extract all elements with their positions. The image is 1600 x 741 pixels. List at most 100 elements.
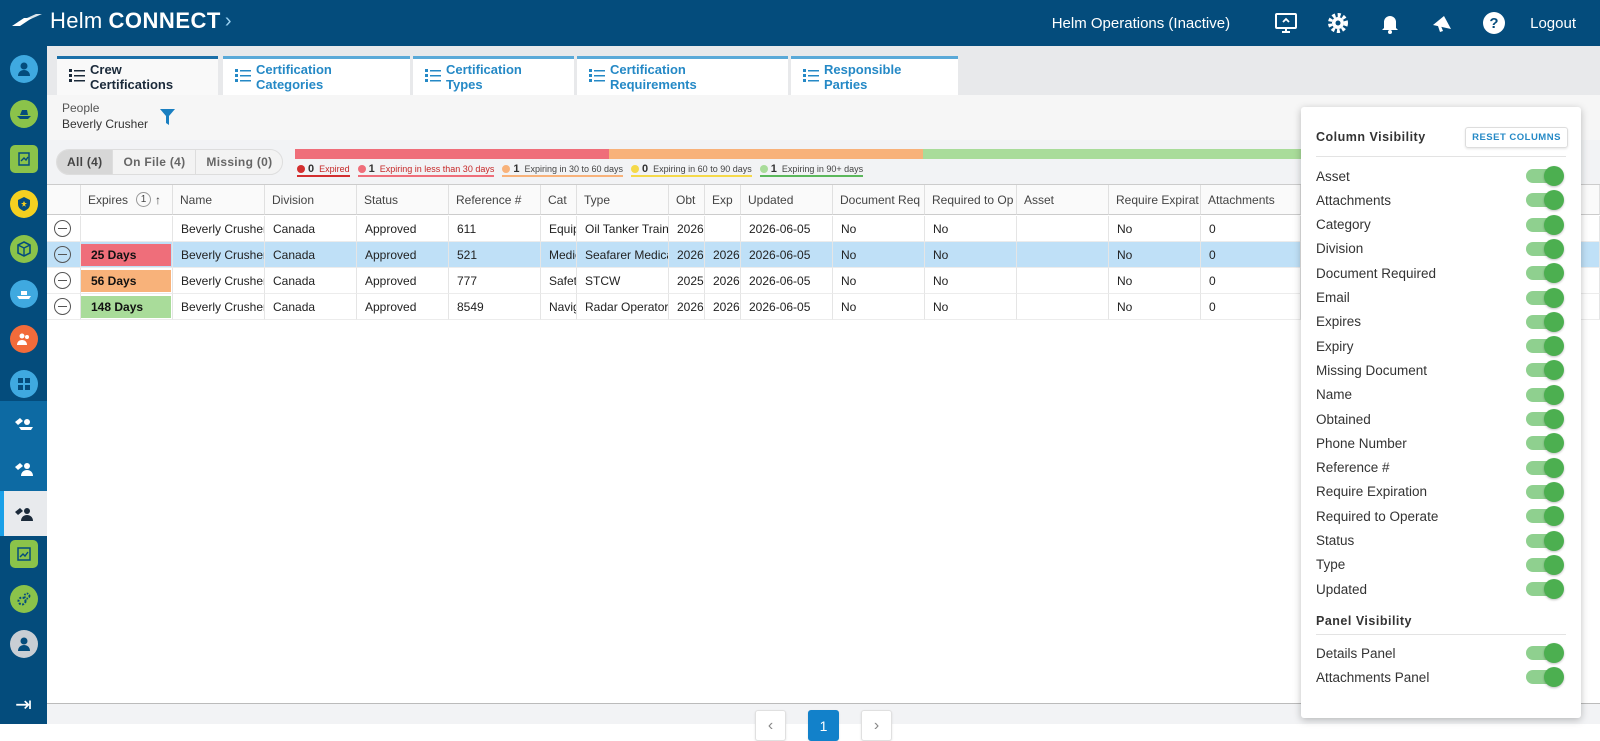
- minus-circle-icon[interactable]: [54, 246, 71, 263]
- column-toggle-row[interactable]: Missing Document: [1316, 358, 1566, 382]
- minus-circle-icon[interactable]: [54, 272, 71, 289]
- next-page-button[interactable]: ›: [861, 710, 892, 741]
- header-expires[interactable]: Expires 1 ↑: [81, 185, 173, 215]
- toggle-switch[interactable]: [1526, 238, 1564, 259]
- toggle-switch[interactable]: [1526, 190, 1564, 211]
- toggle-switch[interactable]: [1526, 433, 1564, 454]
- column-toggle-row[interactable]: Updated: [1316, 577, 1566, 601]
- toggle-switch[interactable]: [1526, 384, 1564, 405]
- toggle-switch[interactable]: [1526, 287, 1564, 308]
- sidebar-item-crew-people[interactable]: [0, 446, 47, 491]
- header-exp[interactable]: Exp: [705, 185, 741, 215]
- sidebar-item-crew[interactable]: [0, 316, 47, 361]
- minus-circle-icon[interactable]: [54, 298, 71, 315]
- column-toggle-row[interactable]: Email: [1316, 286, 1566, 310]
- toggle-switch[interactable]: [1526, 643, 1564, 663]
- toggle-switch[interactable]: [1526, 554, 1564, 575]
- legend-item[interactable]: 1 Expiring in 30 to 60 days: [502, 163, 624, 177]
- column-toggle-row[interactable]: Expires: [1316, 310, 1566, 334]
- sidebar-item-dashboard[interactable]: [0, 361, 47, 406]
- column-toggle-row[interactable]: Require Expiration: [1316, 480, 1566, 504]
- sidebar-item-logs[interactable]: [0, 136, 47, 181]
- toggle-switch[interactable]: [1526, 263, 1564, 284]
- column-toggle-row[interactable]: Type: [1316, 553, 1566, 577]
- organization-name[interactable]: Helm Operations (Inactive): [1051, 14, 1231, 32]
- header-reqexp[interactable]: Require Expirat: [1109, 185, 1201, 215]
- column-toggle-row[interactable]: Division: [1316, 237, 1566, 261]
- sidebar-item-inventory[interactable]: [0, 226, 47, 271]
- segment-missing[interactable]: Missing (0): [196, 150, 283, 174]
- sidebar-item-profile[interactable]: [0, 621, 47, 666]
- header-division[interactable]: Division: [265, 185, 357, 215]
- column-toggle-row[interactable]: Attachments: [1316, 188, 1566, 212]
- toggle-switch[interactable]: [1526, 530, 1564, 551]
- sidebar-collapse-button[interactable]: ⇥: [0, 684, 47, 724]
- monitor-icon[interactable]: [1260, 0, 1312, 46]
- bell-icon[interactable]: [1364, 0, 1416, 46]
- column-toggle-row[interactable]: Reference #: [1316, 456, 1566, 480]
- header-type[interactable]: Type: [577, 185, 669, 215]
- column-toggle-row[interactable]: Expiry: [1316, 334, 1566, 358]
- column-toggle-row[interactable]: Status: [1316, 529, 1566, 553]
- minus-circle-icon[interactable]: [54, 220, 71, 237]
- segment-on-file[interactable]: On File (4): [112, 150, 197, 174]
- legend-item[interactable]: 1 Expiring in less than 30 days: [357, 163, 495, 177]
- app-logo[interactable]: Helm CONNECT ›: [10, 8, 232, 34]
- toggle-switch[interactable]: [1526, 214, 1564, 235]
- tab-certification-categories[interactable]: Certification Categories: [223, 56, 410, 95]
- column-toggle-row[interactable]: Document Required: [1316, 261, 1566, 285]
- remove-row-button[interactable]: [47, 242, 81, 268]
- toggle-switch[interactable]: [1526, 166, 1564, 186]
- sidebar-item-reports[interactable]: [0, 531, 47, 576]
- column-toggle-row[interactable]: Phone Number: [1316, 431, 1566, 455]
- tab-crew-certifications[interactable]: Crew Certifications: [57, 56, 218, 95]
- segment-all[interactable]: All (4): [57, 150, 113, 174]
- header-cat[interactable]: Cat: [541, 185, 577, 215]
- legend-item[interactable]: 0 Expiring in 60 to 90 days: [631, 163, 752, 177]
- toggle-switch[interactable]: [1526, 579, 1564, 600]
- column-toggle-row[interactable]: Obtained: [1316, 407, 1566, 431]
- toggle-switch[interactable]: [1526, 360, 1564, 381]
- legend-item[interactable]: 0 Expired: [297, 163, 350, 177]
- header-docreq[interactable]: Document Req: [833, 185, 925, 215]
- toggle-switch[interactable]: [1526, 336, 1564, 357]
- sidebar-item-settings[interactable]: [0, 576, 47, 621]
- people-filter-value[interactable]: Beverly Crusher: [62, 117, 149, 131]
- header-asset[interactable]: Asset: [1017, 185, 1109, 215]
- toggle-switch[interactable]: [1526, 481, 1564, 502]
- sidebar-item-compliance[interactable]: [0, 181, 47, 226]
- sidebar-item-people[interactable]: [0, 46, 47, 91]
- header-attach[interactable]: Attachments: [1201, 185, 1301, 215]
- remove-row-button[interactable]: [47, 268, 81, 294]
- tab-responsible-parties[interactable]: Responsible Parties: [791, 56, 958, 95]
- tab-certification-requirements[interactable]: Certification Requirements: [577, 56, 788, 95]
- gear-icon[interactable]: [1312, 0, 1364, 46]
- megaphone-icon[interactable]: [1416, 0, 1468, 46]
- column-toggle-row[interactable]: Category: [1316, 213, 1566, 237]
- filter-icon[interactable]: [160, 109, 175, 131]
- toggle-switch[interactable]: [1526, 457, 1564, 478]
- sidebar-item-fleet[interactable]: [0, 271, 47, 316]
- remove-row-button[interactable]: [47, 294, 81, 320]
- header-ref[interactable]: Reference #: [449, 185, 541, 215]
- header-select[interactable]: [47, 185, 81, 215]
- reset-columns-button[interactable]: RESET COLUMNS: [1465, 127, 1568, 148]
- help-icon[interactable]: ?: [1468, 0, 1520, 46]
- remove-row-button[interactable]: [47, 216, 81, 242]
- header-updated[interactable]: Updated: [741, 185, 833, 215]
- header-name[interactable]: Name: [173, 185, 265, 215]
- sidebar-item-crew-certifications[interactable]: [0, 491, 47, 536]
- sidebar-item-crew-vessel[interactable]: [0, 401, 47, 446]
- toggle-switch[interactable]: [1526, 506, 1564, 527]
- logout-link[interactable]: Logout: [1530, 14, 1576, 32]
- header-status[interactable]: Status: [357, 185, 449, 215]
- sidebar-item-vessels[interactable]: [0, 91, 47, 136]
- header-obt[interactable]: Obt: [669, 185, 705, 215]
- column-toggle-row[interactable]: Name: [1316, 383, 1566, 407]
- toggle-switch[interactable]: [1526, 311, 1564, 332]
- panel-toggle-row[interactable]: Details Panel: [1316, 641, 1566, 665]
- legend-item[interactable]: 1 Expiring in 90+ days: [759, 163, 864, 177]
- column-toggle-row[interactable]: Asset: [1316, 164, 1566, 188]
- toggle-switch[interactable]: [1526, 409, 1564, 429]
- header-reqop[interactable]: Required to Op: [925, 185, 1017, 215]
